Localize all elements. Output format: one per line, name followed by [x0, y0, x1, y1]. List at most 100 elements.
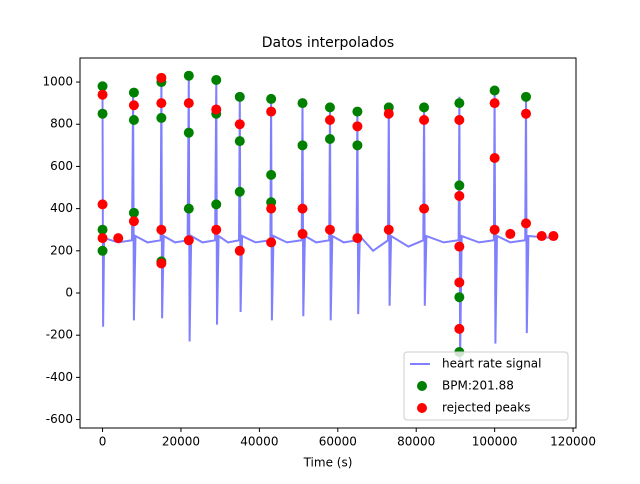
- peak-point: [454, 241, 465, 252]
- peak-point: [521, 218, 532, 229]
- peak-point: [352, 233, 363, 244]
- peak-point: [266, 169, 277, 180]
- peak-point: [454, 190, 465, 201]
- peak-point: [489, 85, 500, 96]
- peak-point: [156, 72, 167, 83]
- x-axis-label: Time (s): [303, 456, 353, 470]
- x-tick-label: 40000: [240, 435, 278, 449]
- peak-point: [489, 224, 500, 235]
- peak-point: [97, 89, 108, 100]
- legend: heart rate signal BPM:201.88 rejected peak…: [403, 351, 569, 421]
- chart-title: Datos interpolados: [262, 35, 394, 51]
- peak-point: [128, 207, 139, 218]
- peak-point: [548, 231, 559, 242]
- peak-point: [297, 228, 308, 239]
- peak-point: [419, 115, 430, 126]
- legend-swatch: [417, 381, 427, 391]
- peak-point: [352, 106, 363, 117]
- peak-point: [183, 98, 194, 109]
- peak-point: [297, 203, 308, 214]
- peak-point: [234, 186, 245, 197]
- peak-point: [454, 180, 465, 191]
- peak-point: [156, 112, 167, 123]
- peak-point: [156, 224, 167, 235]
- peak-point: [156, 258, 167, 269]
- peak-point: [234, 245, 245, 256]
- peak-point: [419, 102, 430, 113]
- x-tick-label: 120000: [550, 435, 596, 449]
- peak-point: [454, 277, 465, 288]
- peak-point: [97, 245, 108, 256]
- legend-label: heart rate signal: [442, 357, 541, 371]
- y-tick-label: 1000: [42, 75, 73, 89]
- peak-point: [266, 93, 277, 104]
- y-tick-label: 0: [65, 285, 73, 299]
- y-tick-label: 600: [50, 159, 73, 173]
- peak-point: [97, 199, 108, 210]
- peak-point: [324, 115, 335, 126]
- peak-point: [266, 106, 277, 117]
- peak-point: [211, 224, 222, 235]
- peak-point: [352, 121, 363, 132]
- legend-label: BPM:201.88: [442, 379, 514, 393]
- peak-point: [211, 74, 222, 85]
- plot-frame: [79, 57, 577, 429]
- peak-point: [536, 231, 547, 242]
- peak-point: [97, 81, 108, 92]
- peak-point: [297, 140, 308, 151]
- peak-point: [383, 224, 394, 235]
- peak-point: [324, 102, 335, 113]
- peak-point: [266, 237, 277, 248]
- peak-point: [97, 233, 108, 244]
- peak-point: [113, 233, 124, 244]
- peak-point: [454, 115, 465, 126]
- peak-point: [324, 224, 335, 235]
- y-tick-label: -200: [46, 328, 73, 342]
- y-tick-label: 800: [50, 117, 73, 131]
- peak-point: [454, 98, 465, 109]
- signal-line: [101, 75, 554, 361]
- peak-point: [183, 127, 194, 138]
- y-tick-label: 200: [50, 243, 73, 257]
- peak-point: [454, 292, 465, 303]
- x-tick-label: 80000: [397, 435, 435, 449]
- x-tick-label: 60000: [319, 435, 357, 449]
- peak-point: [234, 91, 245, 102]
- peak-point: [489, 152, 500, 163]
- peak-point: [211, 104, 222, 115]
- peak-point: [352, 140, 363, 151]
- peak-point: [489, 98, 500, 109]
- peak-point: [97, 108, 108, 119]
- legend-swatch: [417, 403, 427, 413]
- x-tick-label: 100000: [472, 435, 518, 449]
- peak-point: [234, 119, 245, 130]
- peak-point: [97, 224, 108, 235]
- peak-point: [128, 87, 139, 98]
- peak-point: [128, 216, 139, 227]
- peak-point: [521, 108, 532, 119]
- peak-point: [297, 98, 308, 109]
- peak-point: [128, 100, 139, 111]
- y-tick-label: 400: [50, 201, 73, 215]
- peak-point: [211, 199, 222, 210]
- x-tick-label: 20000: [162, 435, 200, 449]
- peak-point: [234, 136, 245, 147]
- peak-point: [183, 70, 194, 81]
- peak-point: [266, 203, 277, 214]
- peak-point: [183, 203, 194, 214]
- peak-point: [324, 134, 335, 145]
- peak-point: [128, 115, 139, 126]
- peak-point: [156, 98, 167, 109]
- peak-point: [419, 203, 430, 214]
- y-tick-label: -600: [46, 412, 73, 426]
- y-tick-label: -400: [46, 370, 73, 384]
- legend-label: rejected peaks: [442, 401, 530, 415]
- peak-point: [454, 323, 465, 334]
- peak-point: [183, 235, 194, 246]
- legend-box: [403, 351, 569, 421]
- peak-point: [505, 228, 516, 239]
- peak-point: [521, 91, 532, 102]
- x-tick-label: 0: [99, 435, 107, 449]
- peak-point: [383, 108, 394, 119]
